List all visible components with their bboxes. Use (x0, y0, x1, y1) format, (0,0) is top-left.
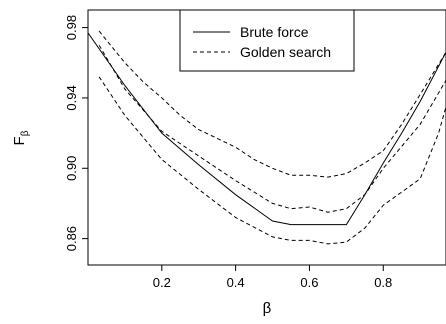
x-axis-title: β (263, 300, 272, 317)
y-axis-title: Fβ (11, 130, 31, 145)
y-axis: 0.86 0.90 0.94 0.98 (64, 15, 88, 251)
x-tick-label: 0.2 (153, 275, 171, 290)
legend-label-golden-search: Golden search (240, 44, 331, 60)
series-line-band-2 (98, 44, 446, 213)
series-line-golden-search (98, 30, 446, 178)
series-layer (87, 30, 446, 245)
x-tick-label: 0.8 (374, 275, 392, 290)
y-axis-title-subscript: β (20, 130, 31, 136)
series-line-brute-force (87, 32, 446, 226)
legend-box (179, 9, 355, 72)
y-axis-title-main: F (11, 136, 28, 145)
y-tick-label: 0.90 (64, 156, 79, 181)
y-tick-label: 0.98 (64, 15, 79, 40)
x-tick-label: 0.6 (300, 275, 318, 290)
series-line-band-3 (98, 76, 446, 245)
y-tick-label: 0.86 (64, 226, 79, 251)
x-tick-label: 0.4 (227, 275, 245, 290)
legend-label-brute-force: Brute force (240, 24, 309, 40)
x-axis: 0.2 0.4 0.6 0.8 (153, 265, 392, 290)
y-tick-label: 0.94 (64, 85, 79, 110)
legend: Brute force Golden search (179, 9, 355, 72)
